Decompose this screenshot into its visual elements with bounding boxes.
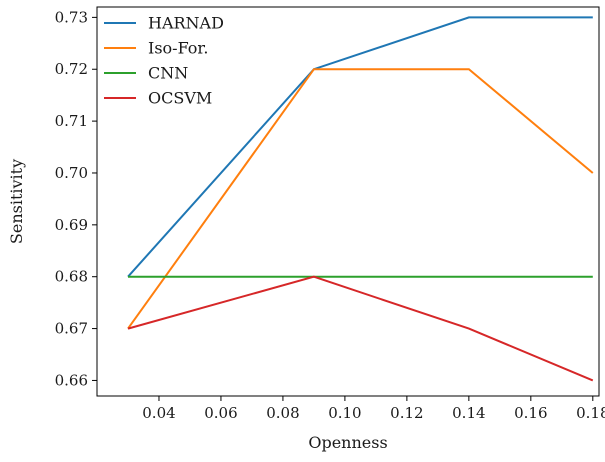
y-axis-title: Sensitivity (7, 159, 26, 244)
y-tick-label: 0.67 (55, 320, 88, 338)
legend-label-iso-for: Iso-For. (148, 39, 208, 58)
series-line-harnad (127, 16, 593, 278)
y-tick-label: 0.71 (55, 112, 88, 130)
x-tick-label: 0.14 (452, 404, 485, 422)
y-tick-label: 0.66 (55, 371, 88, 389)
y-axis: 0.66 0.67 0.68 0.69 0.70 0.71 0.72 0.73 (55, 8, 97, 389)
series-line-ocsvm (127, 275, 594, 382)
legend-label-harnad: HARNAD (148, 14, 224, 33)
x-tick-label: 0.10 (328, 404, 361, 422)
y-tick-label: 0.72 (55, 60, 88, 78)
legend-label-cnn: CNN (148, 64, 188, 83)
y-tick-label: 0.69 (55, 216, 88, 234)
legend: HARNAD Iso-For. CNN OCSVM (104, 14, 224, 108)
series-layer (127, 16, 594, 382)
y-tick-label: 0.68 (55, 268, 88, 286)
x-axis: 0.04 0.06 0.08 0.10 0.12 0.14 0.16 0.18 (142, 396, 605, 422)
series-line-iso-for (127, 68, 594, 330)
x-tick-label: 0.04 (142, 404, 175, 422)
x-tick-label: 0.08 (266, 404, 299, 422)
x-tick-label: 0.12 (390, 404, 423, 422)
x-tick-label: 0.18 (576, 404, 605, 422)
x-axis-title: Openness (308, 433, 387, 452)
x-tick-label: 0.06 (204, 404, 237, 422)
y-tick-label: 0.73 (55, 8, 88, 26)
y-tick-label: 0.70 (55, 164, 88, 182)
plot-frame (96, 6, 600, 397)
legend-label-ocsvm: OCSVM (148, 89, 212, 108)
x-tick-label: 0.16 (514, 404, 547, 422)
